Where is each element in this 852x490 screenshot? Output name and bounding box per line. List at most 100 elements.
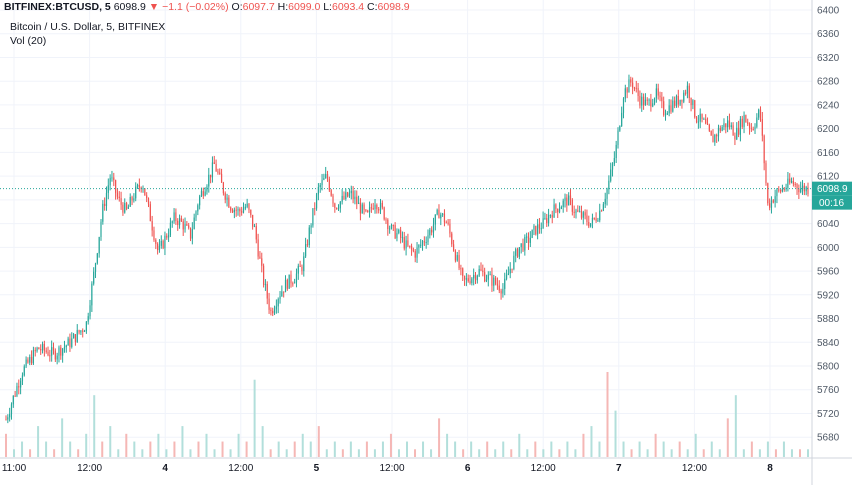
- candle-body: [281, 291, 283, 297]
- volume-bar: [422, 441, 425, 457]
- candle-body: [699, 113, 701, 122]
- candle-body: [776, 189, 778, 197]
- candle-body: [250, 209, 252, 215]
- price-axis[interactable]: 5680 5720 5760 5800 5840 5880 5920 5960 6000 6040…: [811, 0, 840, 485]
- candle-body: [736, 127, 738, 140]
- candle-body: [668, 105, 670, 114]
- candle-body: [571, 199, 573, 212]
- candle-body: [357, 202, 360, 205]
- candle-body: [553, 204, 555, 218]
- candle-body: [241, 211, 243, 213]
- volume-bar: [566, 441, 569, 457]
- grid: [0, 0, 812, 458]
- candle-body: [613, 158, 615, 164]
- candle-body: [741, 118, 743, 127]
- volume-bar: [702, 449, 705, 457]
- volume-bar: [486, 441, 489, 457]
- candles: [5, 74, 809, 424]
- candle-body: [789, 178, 791, 183]
- candle-body: [197, 205, 199, 212]
- candle-body: [219, 172, 221, 174]
- candle-body: [284, 279, 287, 293]
- candle-body: [398, 229, 400, 233]
- candle-body: [761, 119, 763, 136]
- candle-body: [149, 204, 151, 222]
- candle-body: [758, 109, 760, 118]
- candle-body: [330, 190, 332, 196]
- volume-bar: [510, 449, 513, 457]
- candle-body: [602, 204, 604, 211]
- candle-body: [695, 117, 698, 122]
- volume-bar: [37, 426, 40, 457]
- volume-bar: [149, 441, 152, 457]
- volume-bar: [406, 441, 408, 457]
- candle-body: [328, 179, 330, 191]
- candle-body: [51, 347, 53, 356]
- candle-body: [681, 99, 683, 102]
- candle-body: [674, 100, 676, 106]
- volume-bar: [229, 449, 232, 457]
- candle-body: [442, 213, 444, 215]
- volume-bar: [125, 433, 128, 457]
- candle-body: [743, 115, 745, 127]
- candle-body: [456, 255, 458, 261]
- candle-body: [438, 209, 440, 219]
- volume-bar: [21, 441, 24, 457]
- candle-body: [21, 375, 24, 382]
- candle-body: [200, 191, 203, 197]
- candle-body: [505, 275, 508, 279]
- candle-body: [224, 193, 226, 200]
- candle-body: [248, 203, 250, 210]
- candle-body: [737, 127, 740, 135]
- volume-bar: [237, 433, 240, 457]
- candle-body: [169, 222, 172, 236]
- candle-body: [52, 347, 55, 351]
- candle-body: [253, 226, 256, 228]
- volume-legend[interactable]: Vol (20): [10, 35, 47, 47]
- candle-body: [644, 99, 647, 106]
- candle-body: [306, 244, 309, 246]
- candle-body: [167, 235, 170, 238]
- last-price-badge: [812, 181, 852, 196]
- candle-body: [672, 100, 674, 112]
- volume-bar: [189, 449, 192, 457]
- candle-body: [684, 92, 687, 94]
- volume-bar: [197, 441, 200, 457]
- candle-body: [429, 229, 431, 236]
- candle-body: [266, 284, 268, 299]
- volume-bar: [590, 426, 593, 457]
- candle-body: [314, 208, 316, 210]
- volume-bar: [462, 449, 465, 457]
- last-price: 6098.9: [113, 1, 146, 13]
- series-legend[interactable]: Bitcoin / U.S. Dollar, 5, BITFINEX: [10, 21, 166, 33]
- symbol-title[interactable]: BITFINEX:BTCUSD, 5: [4, 1, 111, 13]
- candle-body: [317, 187, 319, 195]
- candle-body: [350, 190, 352, 194]
- candle-body: [716, 134, 718, 137]
- candle-body: [268, 298, 270, 310]
- volume-bar: [710, 441, 713, 457]
- candle-body: [520, 243, 522, 248]
- volume-bar: [430, 449, 433, 457]
- candle-body: [76, 330, 78, 342]
- candle-body: [385, 219, 387, 221]
- candle-body: [683, 92, 685, 102]
- volume-bar: [309, 441, 312, 457]
- volume-bar: [325, 449, 328, 457]
- candle-body: [653, 98, 656, 104]
- close-value: 6098.9: [377, 1, 410, 13]
- candle-body: [171, 221, 173, 223]
- candle-body: [58, 347, 60, 356]
- candle-body: [133, 198, 135, 201]
- volume-bar: [446, 433, 449, 457]
- candle-body: [372, 208, 374, 210]
- time-axis[interactable]: 11:00 12:00 4 12:00 5 12:00 6 12:00 7 12:00 8: [0, 457, 852, 474]
- volume-bar: [502, 441, 505, 457]
- volume-bar: [774, 449, 777, 457]
- candle-body: [347, 192, 349, 197]
- candle-body: [615, 144, 617, 159]
- candle-body: [787, 178, 789, 188]
- candle-body: [394, 225, 396, 239]
